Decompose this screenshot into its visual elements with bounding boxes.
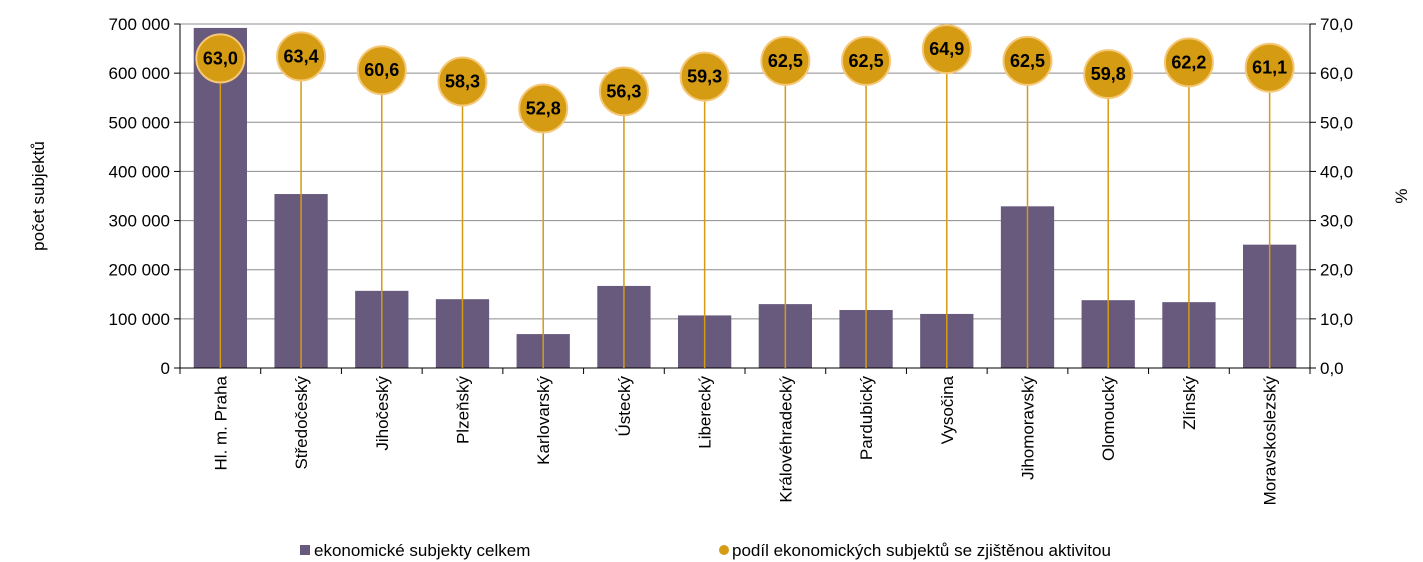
bubble-6 (679, 51, 730, 102)
bubble-9 (921, 24, 972, 75)
bubble-stems (219, 49, 1271, 368)
bubble-5 (598, 66, 649, 117)
bubble-13 (1244, 42, 1295, 93)
category-label-12: Zlínský (1180, 376, 1199, 430)
gridlines (180, 23, 1310, 320)
category-label-9: Vysočina (938, 375, 957, 444)
y2-tick-label-5: 50,0 (1320, 113, 1353, 132)
bubble-10 (1002, 35, 1053, 86)
category-label-1: Středočeský (292, 376, 311, 470)
bubble-0 (195, 33, 246, 84)
y-axis-title: počet subjektů (29, 141, 48, 251)
category-label-3: Plzeňský (454, 376, 473, 445)
bubble-label-7: 62,5 (768, 51, 803, 71)
bubble-2 (356, 45, 407, 96)
bubble-label-12: 62,2 (1171, 52, 1206, 72)
y2-tick-label-7: 70,0 (1320, 15, 1353, 34)
y2-tick-labels: 0,0 10,0 20,0 30,0 40,0 50,0 60,0 70,0 (1320, 15, 1353, 378)
y-tick-label-5: 500 000 (109, 113, 170, 132)
y-tick-label-0: 0 (161, 359, 170, 378)
category-label-8: Pardubický (857, 376, 876, 461)
y-tick-label-7: 700 000 (109, 15, 170, 34)
bubble-label-4: 52,8 (526, 99, 561, 119)
legend: ekonomické subjekty celkem podíl ekonomi… (300, 541, 1111, 560)
bubble-1 (276, 31, 327, 82)
category-label-2: Jihočeský (373, 376, 392, 451)
bubble-11 (1083, 49, 1134, 100)
category-label-5: Ústecký (615, 376, 634, 437)
category-label-13: Moravskoslezský (1261, 376, 1280, 506)
y2-tick-label-6: 60,0 (1320, 64, 1353, 83)
legend-bubble-swatch (719, 545, 729, 555)
bubble-label-5: 56,3 (606, 81, 641, 101)
y-tick-label-6: 600 000 (109, 64, 170, 83)
category-labels: Hl. m. Praha Středočeský Jihočeský Plzeňský… (211, 375, 1279, 505)
legend-bar-swatch (300, 545, 310, 555)
y-tick-label-4: 400 000 (109, 162, 170, 181)
axes (174, 23, 1316, 374)
y2-tick-label-3: 30,0 (1320, 212, 1353, 231)
legend-bubble-label: podíl ekonomických subjektů se zjištěnou… (732, 541, 1111, 560)
bubble-label-9: 64,9 (929, 39, 964, 59)
legend-bar-label: ekonomické subjekty celkem (314, 541, 530, 560)
bubble-label-2: 60,6 (364, 60, 399, 80)
bubble-label-6: 59,3 (687, 67, 722, 87)
bubble-7 (760, 35, 811, 86)
category-label-7: Královéhradecký (776, 376, 795, 503)
y2-tick-label-2: 20,0 (1320, 261, 1353, 280)
y-tick-labels: 0 100 000 200 000 300 000 400 000 500 000 600 … (109, 15, 170, 378)
bubble-8 (841, 35, 892, 86)
y2-tick-label-4: 40,0 (1320, 162, 1353, 181)
category-label-6: Liberecký (696, 376, 715, 449)
y-tick-label-2: 200 000 (109, 261, 170, 280)
bubble-label-0: 63,0 (203, 48, 238, 68)
bubble-4 (518, 83, 569, 134)
y2-tick-label-0: 0,0 (1320, 359, 1344, 378)
bubble-series: 63,0 63,4 60,6 58,3 52,8 56,3 59,3 62,5 62,5 64,9… (195, 24, 1295, 134)
y-tick-label-3: 300 000 (109, 212, 170, 231)
bubble-label-3: 58,3 (445, 71, 480, 91)
category-label-10: Jihomoravský (1019, 376, 1038, 480)
bubble-3 (437, 56, 488, 107)
bubble-label-1: 63,4 (284, 46, 319, 66)
category-label-4: Karlovarský (534, 376, 553, 465)
bubble-label-13: 61,1 (1252, 58, 1287, 78)
y-tick-label-1: 100 000 (109, 310, 170, 329)
y2-tick-label-1: 10,0 (1320, 310, 1353, 329)
bubble-12 (1163, 37, 1214, 88)
category-label-0: Hl. m. Praha (211, 375, 230, 470)
bubble-label-11: 59,8 (1091, 64, 1126, 84)
bubble-label-10: 62,5 (1010, 51, 1045, 71)
bubble-label-8: 62,5 (849, 51, 884, 71)
y2-axis-title: % (1392, 188, 1411, 203)
category-label-11: Olomoucký (1099, 376, 1118, 462)
